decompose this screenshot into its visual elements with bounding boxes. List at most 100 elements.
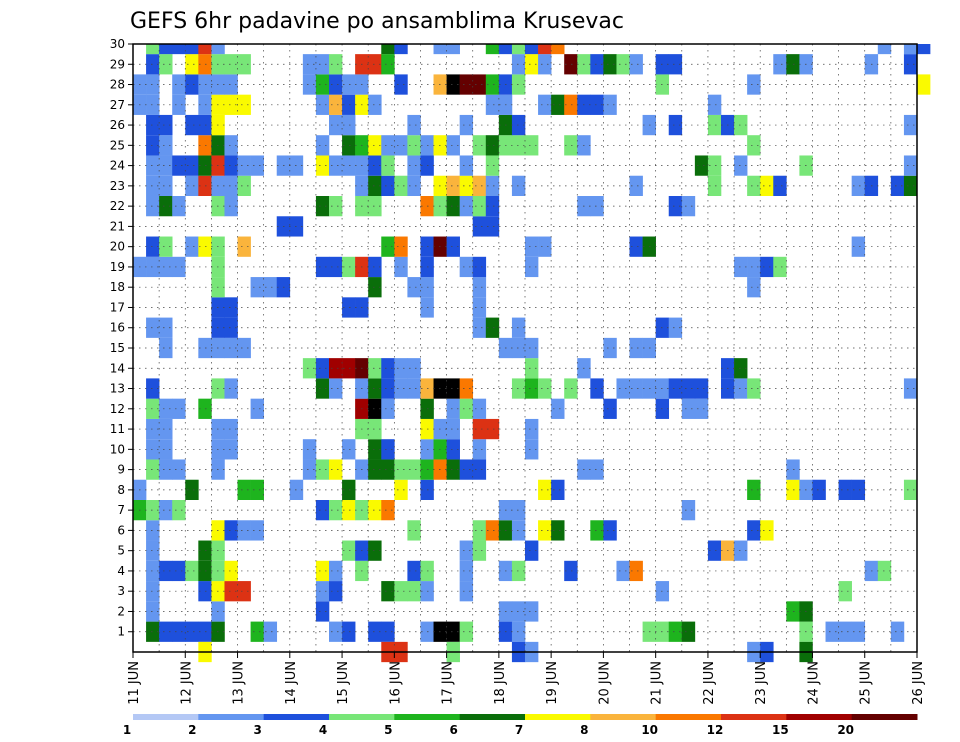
- heatmap-cell: [472, 520, 487, 541]
- y-tick-label: 20: [110, 240, 125, 254]
- y-tick-label: 25: [110, 138, 125, 152]
- heatmap-cell: [250, 479, 264, 500]
- heatmap-cell: [407, 135, 421, 156]
- heatmap-cell: [224, 155, 238, 176]
- heatmap-cell: [472, 459, 487, 480]
- heatmap-cell: [459, 256, 474, 278]
- heatmap-cell: [315, 74, 330, 95]
- heatmap-cell: [329, 94, 343, 115]
- heatmap-cell: [394, 135, 408, 156]
- heatmap-cell: [511, 378, 526, 399]
- heatmap-cell: [747, 74, 761, 95]
- heatmap-cell: [773, 256, 787, 278]
- heatmap-cell: [551, 44, 565, 55]
- heatmap-cell: [459, 459, 474, 480]
- heatmap-cell: [250, 621, 264, 642]
- heatmap-cell: [525, 358, 539, 379]
- heatmap-cell: [146, 175, 160, 196]
- heatmap-cell: [329, 459, 343, 480]
- heatmap-cell: [472, 398, 487, 419]
- heatmap-cell: [485, 44, 500, 55]
- colorbar-label: 1: [123, 723, 131, 737]
- heatmap-cell: [407, 560, 421, 582]
- heatmap-cell: [707, 114, 722, 136]
- heatmap-cell: [446, 44, 460, 55]
- y-tick-label: 5: [117, 544, 125, 558]
- heatmap-cell: [172, 459, 186, 480]
- y-tick-label: 13: [110, 382, 125, 396]
- heatmap-cell: [302, 74, 317, 95]
- heatmap-cell: [407, 155, 421, 176]
- heatmap-cell: [368, 155, 382, 176]
- heatmap-cell: [381, 459, 395, 480]
- y-tick-label: 16: [110, 321, 125, 335]
- heatmap-cell: [538, 236, 552, 257]
- heatmap-cell: [525, 236, 539, 257]
- heatmap-cell: [368, 621, 382, 642]
- heatmap-cell: [159, 256, 173, 278]
- heatmap-cell: [185, 621, 199, 642]
- heatmap-cell: [472, 540, 487, 561]
- heatmap-cell: [903, 114, 918, 136]
- heatmap-cell: [146, 520, 160, 541]
- heatmap-cell: [525, 418, 539, 440]
- heatmap-cell: [511, 74, 526, 95]
- heatmap-cell: [747, 175, 761, 196]
- heatmap-cell: [590, 459, 604, 480]
- heatmap-cell: [668, 317, 683, 338]
- heatmap-cell: [838, 581, 852, 602]
- heatmap-cell: [172, 398, 186, 419]
- heatmap-cell: [342, 155, 356, 176]
- heatmap-cell: [472, 74, 487, 95]
- y-tick-label: 29: [110, 57, 125, 71]
- heatmap-cell: [485, 175, 500, 196]
- heatmap-cell: [185, 479, 199, 500]
- heatmap-cell: [407, 378, 421, 399]
- heatmap-cell: [459, 621, 474, 642]
- heatmap-cell: [747, 378, 761, 399]
- heatmap-cell: [381, 175, 395, 196]
- colorbar-label: 20: [837, 723, 854, 737]
- heatmap-cell: [681, 621, 696, 642]
- heatmap-cell: [538, 44, 552, 55]
- x-tick-label: 15 JUN: [336, 661, 351, 705]
- heatmap-cell: [185, 44, 199, 55]
- heatmap-cell: [485, 94, 500, 115]
- y-tick-label: 18: [110, 280, 125, 294]
- heatmap-cell: [707, 155, 722, 176]
- heatmap-cell: [668, 114, 683, 136]
- heatmap-cell: [146, 621, 160, 642]
- heatmap-cell: [590, 94, 604, 115]
- heatmap-cell: [172, 621, 186, 642]
- colorbar-label: 5: [384, 723, 392, 737]
- heatmap-cell: [407, 358, 421, 379]
- y-tick-label: 27: [110, 98, 125, 112]
- x-tick-label: 23 JUN: [754, 661, 769, 705]
- heatmap-cell: [159, 500, 173, 521]
- heatmap-cell: [368, 256, 382, 278]
- heatmap-cell: [315, 256, 330, 278]
- y-tick-label: 9: [117, 463, 125, 477]
- heatmap-cell: [629, 337, 643, 359]
- heatmap-cell: [237, 581, 251, 602]
- heatmap-cell: [525, 601, 539, 622]
- heatmap-cell: [368, 398, 382, 419]
- heatmap-cell: [224, 337, 238, 359]
- y-tick-label: 14: [110, 361, 125, 375]
- x-tick-label: 21 JUN: [650, 661, 665, 705]
- heatmap-cell: [159, 560, 173, 582]
- heatmap-cell: [903, 44, 918, 55]
- colorbar-label: 8: [580, 723, 588, 737]
- heatmap-cell: [485, 196, 500, 217]
- heatmap-cell: [250, 520, 264, 541]
- heatmap-cell: [538, 54, 552, 75]
- heatmap-cell: [525, 256, 539, 278]
- y-tick-label: 2: [117, 604, 125, 618]
- heatmap-cell: [159, 337, 173, 359]
- heatmap-cell: [329, 114, 343, 136]
- heatmap-cell: [342, 500, 356, 521]
- heatmap-cell: [146, 378, 160, 399]
- colorbar-swatch: [394, 714, 461, 720]
- heatmap-cell: [368, 418, 382, 440]
